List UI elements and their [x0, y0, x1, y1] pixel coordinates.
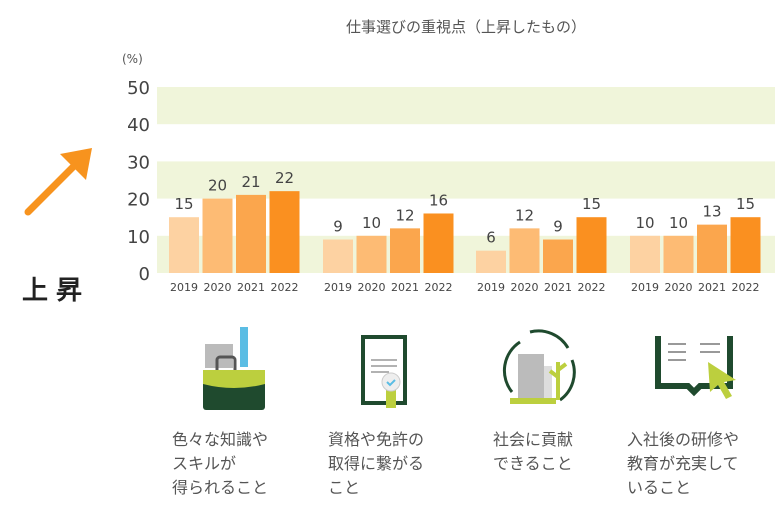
- grid-band: [157, 87, 775, 125]
- bar: [476, 250, 506, 273]
- briefcase-icon: [203, 327, 265, 410]
- bar: [236, 194, 266, 273]
- y-tick-label: 40: [127, 115, 150, 136]
- data-label: 9: [333, 218, 343, 236]
- x-tick-label: 2020: [511, 281, 539, 294]
- data-label: 10: [669, 214, 688, 232]
- y-tick-label: 10: [127, 227, 150, 248]
- x-tick-label: 2022: [271, 281, 299, 294]
- x-tick-label: 2022: [732, 281, 760, 294]
- data-label: 9: [553, 218, 563, 236]
- y-tick-label: 20: [127, 190, 150, 211]
- x-tick-label: 2020: [204, 281, 232, 294]
- bar: [576, 217, 607, 273]
- bar: [356, 235, 387, 273]
- chart-title: 仕事選びの重視点（上昇したもの）: [346, 18, 586, 36]
- category-label: 資格や免許の 取得に繋がる こと: [328, 430, 425, 497]
- bar: [169, 217, 199, 273]
- x-tick-label: 2022: [578, 281, 606, 294]
- bar: [202, 198, 233, 273]
- bar: [663, 235, 694, 273]
- bar: [630, 235, 660, 273]
- x-tick-label: 2019: [631, 281, 659, 294]
- x-tick-label: 2019: [324, 281, 352, 294]
- x-tick-label: 2021: [391, 281, 419, 294]
- bar: [390, 228, 420, 273]
- data-label: 15: [736, 195, 755, 213]
- x-tick-label: 2019: [170, 281, 198, 294]
- data-label: 13: [702, 203, 721, 221]
- bar: [697, 224, 727, 273]
- x-tick-label: 2019: [477, 281, 505, 294]
- data-label: 10: [635, 214, 654, 232]
- y-tick-label: 50: [127, 78, 150, 99]
- x-tick-label: 2021: [237, 281, 265, 294]
- x-tick-label: 2020: [665, 281, 693, 294]
- y-axis-unit: (%): [122, 52, 143, 66]
- category-label: 入社後の研修や 教育が充実して いること: [627, 430, 740, 497]
- category-label: 色々な知識や スキルが 得られること: [172, 430, 269, 497]
- x-tick-label: 2021: [698, 281, 726, 294]
- bar: [269, 191, 300, 273]
- y-tick-label: 30: [127, 152, 150, 173]
- data-label: 12: [395, 206, 414, 224]
- x-tick-label: 2022: [425, 281, 453, 294]
- bar: [730, 217, 761, 273]
- data-label: 21: [241, 173, 260, 191]
- bar: [423, 213, 454, 273]
- data-label: 20: [208, 177, 227, 195]
- bar: [509, 228, 540, 273]
- x-tick-label: 2021: [544, 281, 572, 294]
- book-cursor-icon: [655, 336, 736, 399]
- certificate-icon: [361, 335, 407, 408]
- data-label: 6: [486, 229, 496, 247]
- data-label: 15: [582, 195, 601, 213]
- grid-band: [157, 161, 775, 199]
- society-cycle-icon: [502, 329, 576, 404]
- bar-chart: 仕事選びの重視点（上昇したもの）(%)010203040501520192020…: [122, 18, 775, 294]
- data-label: 22: [275, 169, 294, 187]
- category-label: 社会に貢献 できること: [493, 430, 574, 473]
- data-label: 15: [174, 195, 193, 213]
- y-tick-label: 0: [139, 264, 150, 285]
- rise-label: 上昇: [22, 276, 91, 306]
- data-label: 10: [362, 214, 381, 232]
- data-label: 16: [429, 191, 448, 209]
- bar: [323, 239, 353, 273]
- x-tick-label: 2020: [358, 281, 386, 294]
- data-label: 12: [515, 206, 534, 224]
- up-arrow-icon: [24, 148, 92, 216]
- bar: [543, 239, 573, 273]
